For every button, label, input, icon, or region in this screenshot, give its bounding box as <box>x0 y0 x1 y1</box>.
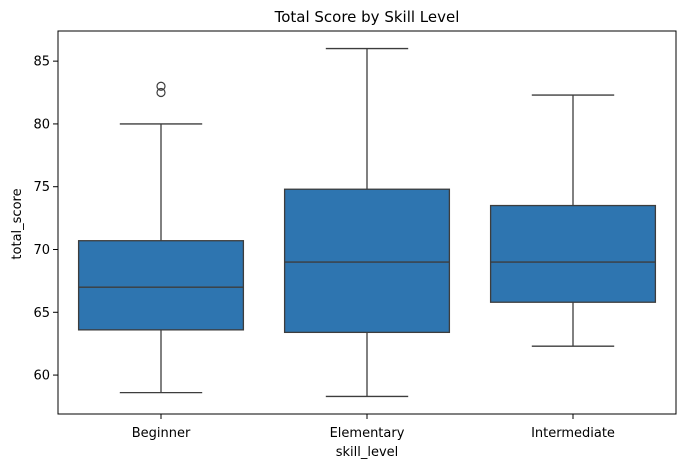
y-tick-label: 60 <box>33 369 50 384</box>
y-tick-label: 80 <box>33 117 50 132</box>
iqr-box <box>283 188 451 334</box>
y-axis: 60 65 70 75 80 85 <box>33 55 58 384</box>
x-tick-label: Intermediate <box>531 426 615 441</box>
y-axis-label: total_score <box>10 188 25 259</box>
outlier-point <box>156 81 166 91</box>
iqr-box <box>77 240 245 331</box>
box-elementary <box>283 47 451 398</box>
x-tick-label: Beginner <box>132 426 191 441</box>
x-tick-label: Elementary <box>330 426 405 441</box>
chart-title: Total Score by Skill Level <box>274 8 460 26</box>
x-axis: Beginner Elementary Intermediate <box>132 414 615 441</box>
x-axis-label: skill_level <box>336 445 399 460</box>
box-intermediate <box>489 94 657 347</box>
y-tick-label: 85 <box>33 55 50 70</box>
outlier-point <box>156 87 166 98</box>
y-tick-label: 70 <box>33 243 50 258</box>
box-beginner <box>77 81 245 394</box>
plot-area <box>57 30 677 415</box>
iqr-box <box>489 204 657 303</box>
y-tick-label: 65 <box>33 306 50 321</box>
y-tick-label: 75 <box>33 180 50 195</box>
